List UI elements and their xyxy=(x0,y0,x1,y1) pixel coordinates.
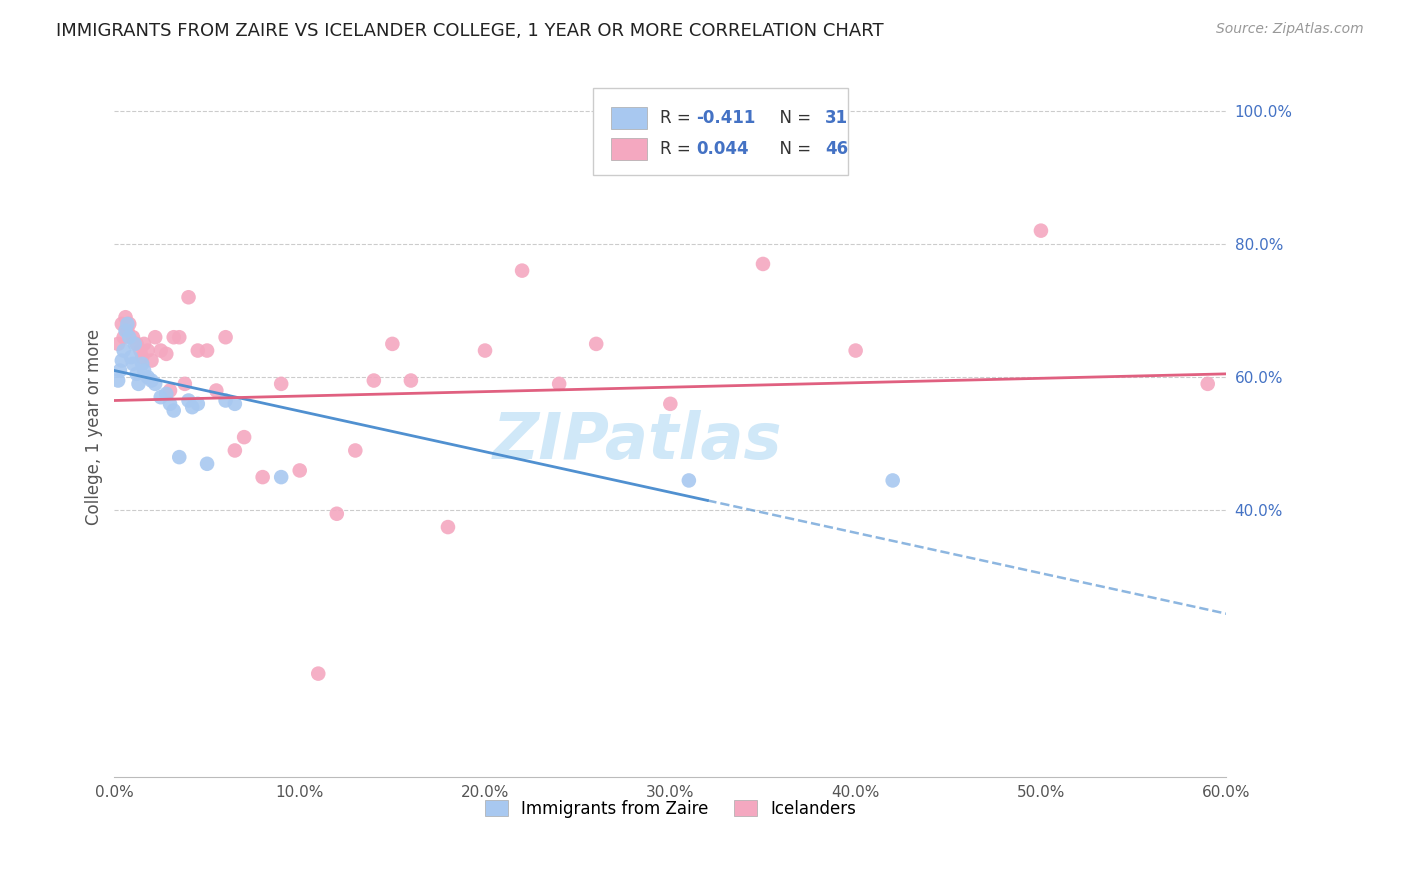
Point xyxy=(117,317,139,331)
Point xyxy=(131,350,153,364)
Point xyxy=(173,376,195,391)
Point xyxy=(195,343,218,358)
Point xyxy=(141,374,163,388)
Point xyxy=(399,374,422,388)
Point xyxy=(122,330,145,344)
Point xyxy=(111,353,134,368)
Point xyxy=(381,337,404,351)
Point xyxy=(112,343,135,358)
Point xyxy=(474,343,496,358)
Point xyxy=(205,384,228,398)
Text: N =: N = xyxy=(769,140,817,158)
Point xyxy=(270,376,292,391)
Point xyxy=(326,507,349,521)
Legend: Immigrants from Zaire, Icelanders: Immigrants from Zaire, Icelanders xyxy=(478,793,863,824)
Point xyxy=(169,330,191,344)
Point xyxy=(122,357,145,371)
Point xyxy=(143,376,166,391)
Point xyxy=(882,474,904,488)
Point xyxy=(307,666,329,681)
Point xyxy=(117,324,139,338)
Point xyxy=(187,397,209,411)
Text: ZIPatlas: ZIPatlas xyxy=(492,410,782,472)
Point xyxy=(1029,224,1052,238)
Point xyxy=(181,400,204,414)
Point xyxy=(252,470,274,484)
Point xyxy=(752,257,775,271)
Point xyxy=(270,470,292,484)
Point xyxy=(114,310,136,325)
Text: 31: 31 xyxy=(825,109,848,127)
Text: Source: ZipAtlas.com: Source: ZipAtlas.com xyxy=(1216,22,1364,37)
Bar xyxy=(612,137,647,160)
Point xyxy=(678,474,700,488)
Point xyxy=(169,450,191,464)
Point xyxy=(107,374,129,388)
Point xyxy=(141,353,163,368)
Point xyxy=(125,367,148,381)
Point xyxy=(114,324,136,338)
Point xyxy=(136,343,159,358)
Point xyxy=(159,384,181,398)
Point xyxy=(159,397,181,411)
Point xyxy=(1197,376,1219,391)
Point xyxy=(149,343,172,358)
Point xyxy=(187,343,209,358)
Text: R =: R = xyxy=(661,109,696,127)
Point xyxy=(163,330,186,344)
Point xyxy=(510,263,533,277)
Point xyxy=(177,393,200,408)
Point xyxy=(132,337,155,351)
Text: N =: N = xyxy=(769,109,817,127)
Point xyxy=(659,397,682,411)
Point xyxy=(124,337,146,351)
Text: R =: R = xyxy=(661,140,696,158)
Point xyxy=(214,393,236,408)
Point xyxy=(143,330,166,344)
Point xyxy=(288,463,311,477)
Point xyxy=(155,347,177,361)
Point xyxy=(224,443,246,458)
Point xyxy=(195,457,218,471)
Point xyxy=(131,357,153,371)
Text: IMMIGRANTS FROM ZAIRE VS ICELANDER COLLEGE, 1 YEAR OR MORE CORRELATION CHART: IMMIGRANTS FROM ZAIRE VS ICELANDER COLLE… xyxy=(56,22,884,40)
Point xyxy=(224,397,246,411)
Y-axis label: College, 1 year or more: College, 1 year or more xyxy=(86,329,103,525)
Point xyxy=(112,330,135,344)
Point xyxy=(108,363,131,377)
Point xyxy=(344,443,367,458)
Point xyxy=(845,343,868,358)
FancyBboxPatch shape xyxy=(592,88,848,176)
Point xyxy=(233,430,256,444)
Text: 0.044: 0.044 xyxy=(696,140,748,158)
Point xyxy=(129,343,152,358)
Point xyxy=(163,403,186,417)
Point xyxy=(585,337,607,351)
Bar xyxy=(612,107,647,129)
Point xyxy=(125,337,148,351)
Point xyxy=(149,390,172,404)
Point xyxy=(132,363,155,377)
Point xyxy=(111,317,134,331)
Point xyxy=(548,376,571,391)
Point xyxy=(118,330,141,344)
Point xyxy=(120,350,142,364)
Text: -0.411: -0.411 xyxy=(696,109,755,127)
Point xyxy=(177,290,200,304)
Point xyxy=(214,330,236,344)
Text: 46: 46 xyxy=(825,140,848,158)
Point xyxy=(107,337,129,351)
Point xyxy=(363,374,385,388)
Point xyxy=(128,376,150,391)
Point xyxy=(118,317,141,331)
Point xyxy=(136,370,159,384)
Point xyxy=(437,520,460,534)
Point xyxy=(155,387,177,401)
